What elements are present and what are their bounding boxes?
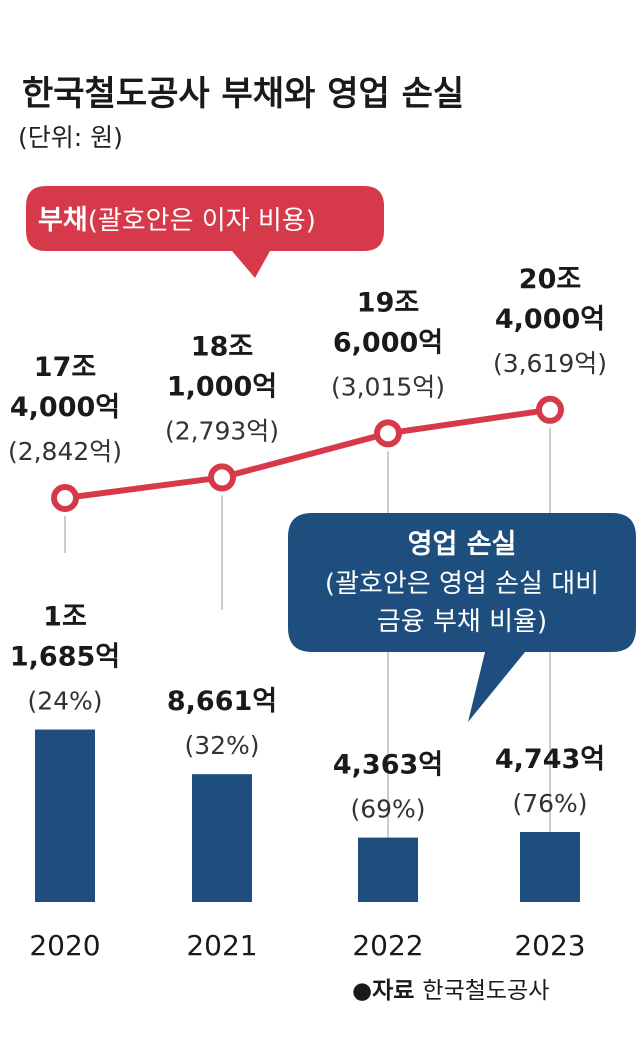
loss-callout-line3: 금융 부채 비율) bbox=[377, 607, 547, 637]
loss-bar-2021 bbox=[192, 774, 252, 902]
debt-callout-rest: (괄호안은 이자 비용) bbox=[88, 206, 316, 236]
loss-value-label-2022-1: 4,363억 bbox=[333, 750, 443, 781]
x-tick-2021: 2021 bbox=[186, 929, 257, 962]
debt-point-2021 bbox=[208, 463, 236, 492]
debt-callout-bold: 부채 bbox=[38, 205, 88, 236]
source: ●자료 한국철도공사 bbox=[352, 978, 549, 1004]
source-marker: ● bbox=[352, 978, 372, 1004]
chart-title: 한국철도공사 부채와 영업 손실 bbox=[22, 74, 464, 114]
loss-value-label-2021-1: 8,661억 bbox=[167, 686, 277, 717]
debt-value-label-2020-1: 17조 bbox=[34, 352, 96, 383]
debt-callout-bubble bbox=[26, 186, 384, 278]
debt-line-group bbox=[51, 395, 564, 512]
x-axis-labels: 2020 2021 2022 2023 bbox=[29, 929, 585, 962]
loss-callout-line2: (괄호안은 영업 손실 대비 bbox=[325, 569, 599, 599]
source-label: 자료 bbox=[372, 978, 414, 1004]
debt-labels: (2,842억) 4,000억 17조 (2,793억) 1,000억 18조 (3,015… bbox=[8, 264, 607, 466]
loss-bar-2020 bbox=[35, 729, 95, 902]
unit-label: (단위: 원) bbox=[18, 123, 123, 152]
source-text: ●자료 한국철도공사 bbox=[352, 978, 549, 1004]
debt-value-label-2023-2: 4,000억 bbox=[495, 304, 605, 335]
loss-callout-title: 영업 손실 bbox=[408, 529, 517, 560]
debt-value-label-2020-2: 4,000억 bbox=[10, 392, 120, 423]
loss-ratio-2022: (69%) bbox=[350, 795, 425, 824]
loss-value-label-2023-1: 4,743억 bbox=[495, 744, 605, 775]
loss-bar-2023 bbox=[520, 831, 580, 902]
debt-value-label-2021-2: 1,000억 bbox=[167, 371, 277, 402]
loss-ratio-2020: (24%) bbox=[27, 687, 102, 716]
loss-ratio-2021: (32%) bbox=[184, 731, 259, 760]
debt-point-2022 bbox=[374, 419, 402, 448]
debt-value-label-2022-2: 6,000억 bbox=[333, 327, 443, 358]
loss-bars bbox=[35, 729, 580, 902]
source-name: 한국철도공사 bbox=[422, 978, 549, 1004]
debt-callout: 부채(괄호안은 이자 비용) bbox=[26, 186, 384, 278]
loss-value-label-2020-2: 1,685억 bbox=[10, 642, 120, 673]
loss-callout: 영업 손실 (괄호안은 영업 손실 대비 금융 부채 비율) bbox=[288, 513, 636, 722]
debt-interest-2020: (2,842억) bbox=[8, 437, 122, 466]
loss-ratio-2023: (76%) bbox=[512, 789, 587, 818]
debt-line bbox=[64, 406, 551, 501]
debt-interest-2023: (3,619억) bbox=[493, 349, 607, 378]
debt-interest-2021: (2,793억) bbox=[165, 416, 279, 445]
debt-value-label-2023-1: 20조 bbox=[519, 264, 581, 295]
loss-value-label-2020-1: 1조 bbox=[43, 602, 87, 633]
debt-point-2023 bbox=[536, 395, 564, 424]
x-tick-2022: 2022 bbox=[352, 929, 423, 962]
loss-callout-bubble bbox=[288, 513, 636, 722]
debt-value-label-2022-1: 19조 bbox=[357, 287, 419, 318]
debt-interest-2022: (3,015억) bbox=[331, 372, 445, 401]
x-tick-2020: 2020 bbox=[29, 929, 100, 962]
x-tick-2023: 2023 bbox=[514, 929, 585, 962]
loss-labels: (24%) 1,685억 1조 (32%) 8,661억 (69%) 4,363억 (76%)… bbox=[10, 602, 605, 824]
loss-bar-2022 bbox=[358, 837, 418, 902]
debt-point-2020 bbox=[51, 484, 79, 512]
debt-callout-text: 부채(괄호안은 이자 비용) bbox=[38, 205, 316, 236]
debt-value-label-2021-1: 18조 bbox=[191, 331, 253, 362]
